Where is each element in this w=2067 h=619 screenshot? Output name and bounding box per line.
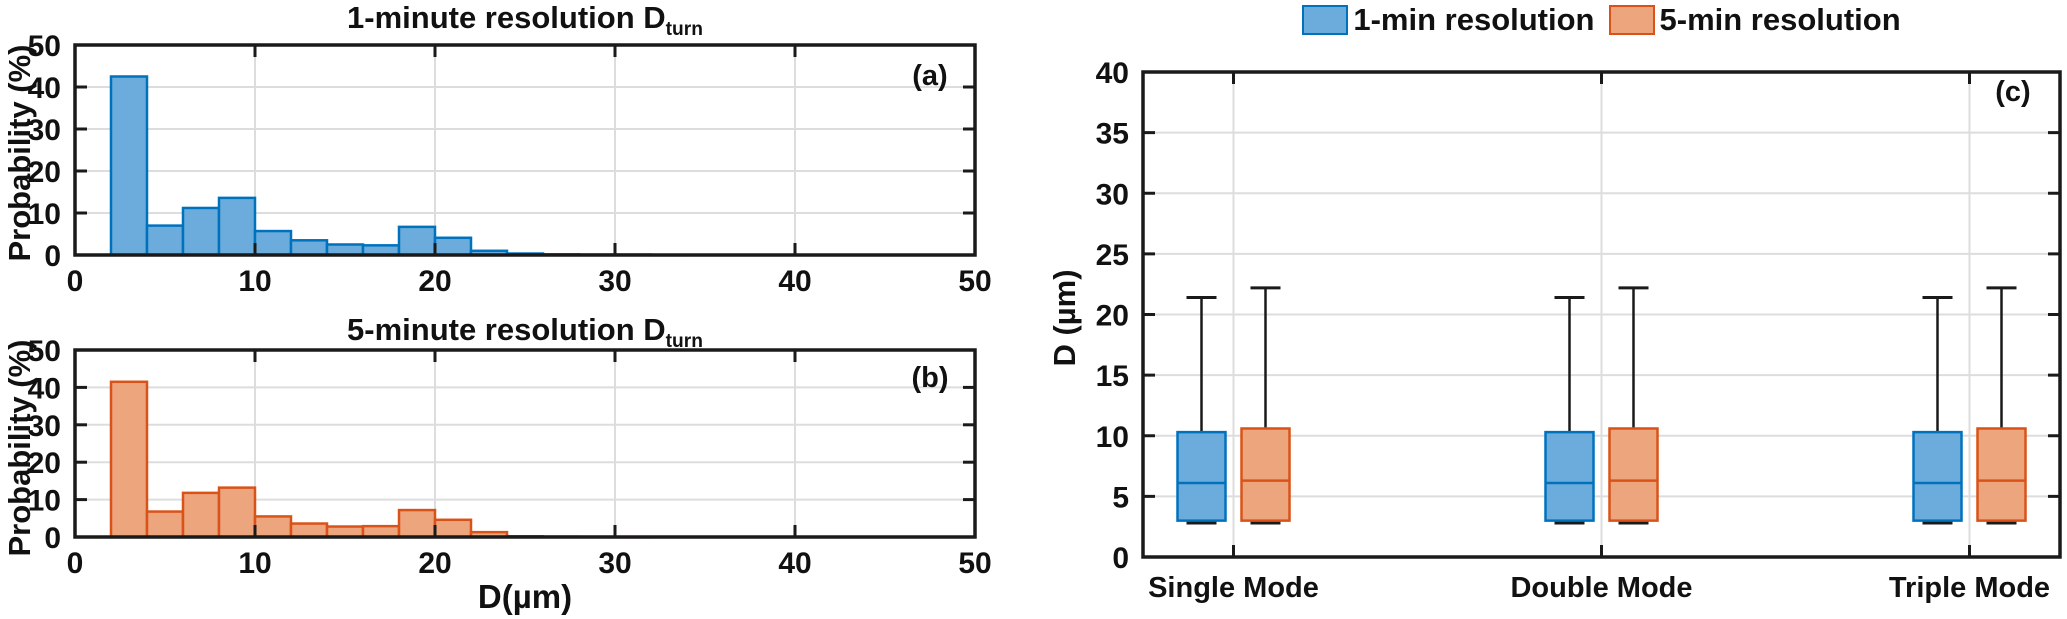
y-tick-label: 5 bbox=[1112, 481, 1129, 514]
y-tick-label: 20 bbox=[28, 156, 61, 189]
legend-item-1-min: 1-min resolution bbox=[1302, 2, 1595, 38]
box bbox=[1240, 427, 1291, 522]
panel-a-title: 1-minute resolution Dturn bbox=[75, 0, 975, 41]
category-label: Triple Mode bbox=[1889, 572, 2050, 604]
y-tick-label: 10 bbox=[28, 198, 61, 231]
panel-b-title: 5-minute resolution Dturn bbox=[75, 312, 975, 353]
legend-label: 5-min resolution bbox=[1659, 2, 1901, 37]
x-tick-label: 40 bbox=[778, 547, 811, 580]
histogram-bar bbox=[289, 239, 329, 257]
box bbox=[1544, 430, 1595, 522]
legend-swatch-icon bbox=[1302, 5, 1349, 35]
y-tick-label: 20 bbox=[28, 447, 61, 480]
y-tick-label: 30 bbox=[1096, 178, 1129, 211]
panel-c: 0 5 10 15 20 25 30 35 40 Single Mode Double Mode Tr… bbox=[1030, 0, 2067, 619]
panel-b: 0 10 20 30 40 50 0 10 20 30 40 50 5-minute resoluti… bbox=[0, 310, 1000, 619]
panel-b-corner-label: (b) bbox=[911, 362, 949, 394]
x-tick-label: 20 bbox=[418, 265, 451, 298]
plot-frame bbox=[73, 43, 977, 257]
panel-b-x-axis-label: D(µm) bbox=[477, 578, 573, 615]
histogram-bar bbox=[217, 196, 257, 257]
panel-a: 0 10 20 30 40 50 0 10 20 30 40 50 1-minute resoluti… bbox=[0, 0, 1000, 310]
box bbox=[1912, 430, 1963, 522]
y-tick-label: 30 bbox=[28, 410, 61, 443]
y-tick-label: 0 bbox=[1112, 542, 1129, 575]
panel-b-title-subscript: turn bbox=[665, 331, 703, 353]
box bbox=[1608, 427, 1659, 522]
y-tick-label: 35 bbox=[1096, 118, 1129, 151]
histogram-bar bbox=[181, 491, 221, 539]
histogram-bar bbox=[253, 229, 293, 257]
x-tick-label: 20 bbox=[418, 547, 451, 580]
y-tick-label: 40 bbox=[28, 72, 61, 105]
plot-frame bbox=[73, 348, 977, 539]
x-tick-label: 0 bbox=[67, 265, 84, 298]
panel-a-title-main: 1-minute resolution D bbox=[347, 0, 666, 35]
box bbox=[1976, 427, 2027, 522]
plot-frame bbox=[1141, 70, 2062, 559]
histogram-bar bbox=[433, 236, 473, 257]
boxplot-legend: 1-min resolution 5-min resolution bbox=[1143, 2, 2060, 38]
category-label: Double Mode bbox=[1510, 572, 1692, 604]
panel-a-y-axis-label: Probability (%) bbox=[2, 44, 37, 262]
x-tick-label: 40 bbox=[778, 265, 811, 298]
panel-a-corner-label: (a) bbox=[912, 60, 948, 92]
y-tick-label: 50 bbox=[28, 30, 61, 63]
histogram-bar bbox=[397, 225, 437, 257]
x-tick-label: 30 bbox=[598, 265, 631, 298]
y-tick-label: 15 bbox=[1096, 360, 1129, 393]
category-label: Single Mode bbox=[1148, 572, 1319, 604]
box bbox=[1176, 430, 1227, 522]
histogram-bar bbox=[433, 518, 473, 539]
x-tick-label: 10 bbox=[238, 547, 271, 580]
y-tick-label: 30 bbox=[28, 114, 61, 147]
histogram-bar bbox=[253, 515, 293, 539]
y-tick-label: 50 bbox=[28, 335, 61, 368]
panel-c-y-axis-label: D (µm) bbox=[1047, 269, 1082, 367]
legend-swatch-icon bbox=[1608, 5, 1655, 35]
y-tick-label: 20 bbox=[1096, 300, 1129, 333]
y-tick-label: 25 bbox=[1096, 239, 1129, 272]
x-tick-label: 10 bbox=[238, 265, 271, 298]
panel-b-y-axis-label: Probability (%) bbox=[2, 339, 37, 557]
x-tick-label: 30 bbox=[598, 547, 631, 580]
histogram-bar bbox=[145, 510, 185, 539]
histogram-bar bbox=[109, 380, 149, 539]
y-tick-label: 10 bbox=[1096, 421, 1129, 454]
x-tick-label: 0 bbox=[67, 547, 84, 580]
legend-item-5-min: 5-min resolution bbox=[1608, 2, 1901, 38]
histogram-bar bbox=[109, 75, 149, 257]
legend-label: 1-min resolution bbox=[1353, 2, 1595, 37]
y-tick-label: 0 bbox=[44, 522, 61, 555]
panel-b-title-main: 5-minute resolution D bbox=[347, 312, 666, 347]
histogram-bar bbox=[289, 522, 329, 539]
histogram-bar bbox=[397, 508, 437, 539]
y-tick-label: 10 bbox=[28, 485, 61, 518]
x-tick-label: 50 bbox=[958, 547, 991, 580]
histogram-a-plot: 0 10 20 30 40 50 0 10 20 30 40 50 bbox=[28, 30, 992, 298]
y-tick-label: 0 bbox=[44, 240, 61, 273]
histogram-bar bbox=[145, 224, 185, 257]
histogram-bar bbox=[217, 486, 257, 539]
x-tick-label: 50 bbox=[958, 265, 991, 298]
y-tick-label: 40 bbox=[1096, 57, 1129, 90]
boxplot-c-plot: 0 5 10 15 20 25 30 35 40 Single Mode Double Mode Tr… bbox=[1096, 57, 2062, 604]
panel-c-corner-label: (c) bbox=[1995, 76, 2031, 108]
histogram-bar bbox=[181, 206, 221, 257]
y-tick-label: 40 bbox=[28, 372, 61, 405]
panel-a-title-subscript: turn bbox=[665, 19, 703, 41]
